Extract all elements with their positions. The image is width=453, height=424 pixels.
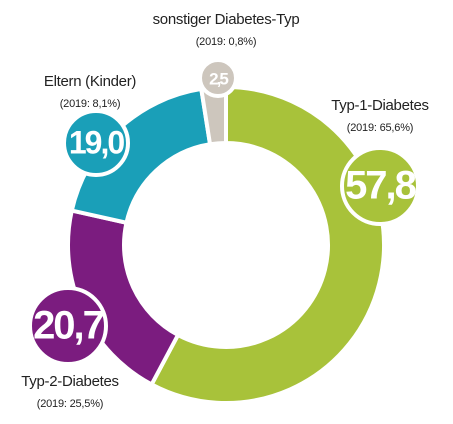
value-bubble — [62, 109, 130, 177]
category-label: Typ-1-Diabetes — [331, 97, 429, 114]
value-label: 20,7 — [33, 304, 104, 348]
value-bubble — [28, 286, 108, 366]
prior-label: (2019: 65,6%) — [347, 122, 414, 134]
category-label: sonstiger Diabetes-Typ — [153, 11, 300, 28]
category-label: Eltern (Kinder) — [44, 73, 137, 90]
value-label: 19,0 — [69, 124, 124, 160]
prior-label: (2019: 25,5%) — [37, 398, 104, 410]
category-label: Typ-2-Diabetes — [21, 373, 119, 390]
value-label: 2,5 — [209, 69, 228, 88]
prior-label: (2019: 8,1%) — [60, 98, 121, 110]
prior-label: (2019: 0,8%) — [196, 36, 257, 48]
value-label: 57,8 — [345, 164, 417, 208]
value-bubble — [340, 146, 420, 226]
value-bubble — [198, 58, 238, 98]
